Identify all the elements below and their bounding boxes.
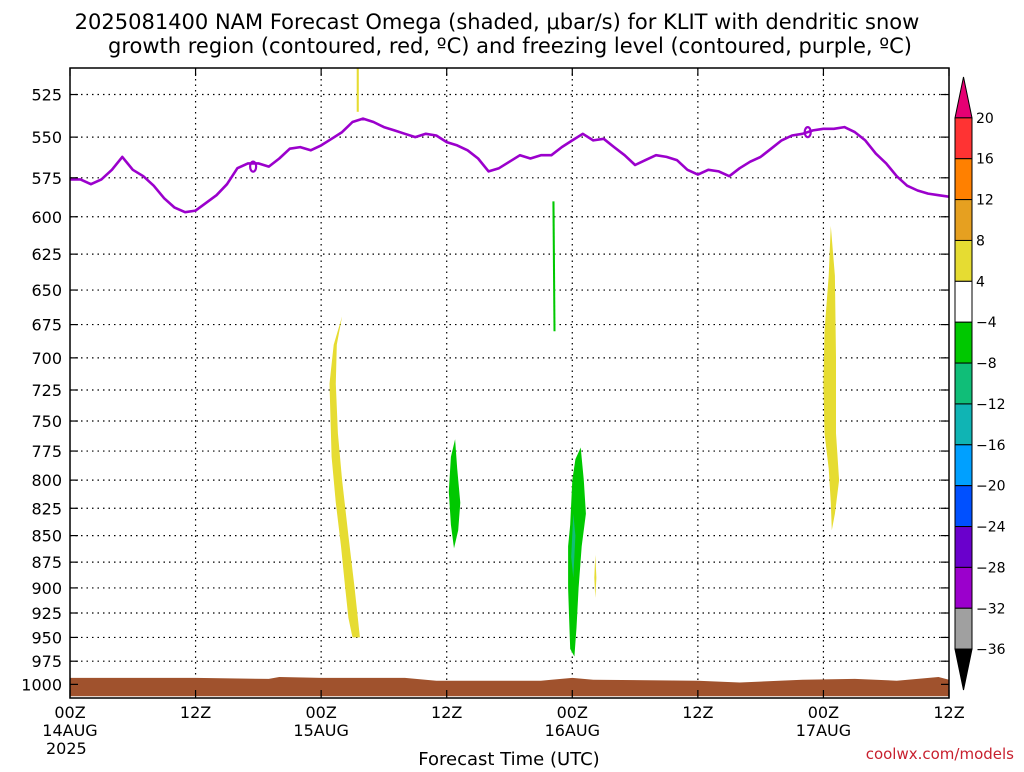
source-credit: coolwx.com/models (866, 745, 1014, 763)
freezing-level-line (70, 117, 949, 214)
y-tick-label: 875 (31, 553, 62, 572)
colorbar-tick-label: −4 (976, 315, 997, 331)
y-tick-label: 925 (31, 604, 62, 623)
omega-region (552, 201, 556, 332)
colorbar-segment (954, 607, 973, 650)
y-tick-label: 525 (31, 86, 62, 105)
colorbar-segment (954, 239, 973, 282)
x-tick-year-label: 2025 (46, 739, 87, 758)
x-tick-label: 12Z (682, 703, 713, 722)
colorbar-segment (954, 199, 973, 241)
colorbar-tick-label: 4 (976, 274, 985, 290)
colorbar-tick-label: −36 (976, 642, 1006, 658)
colorbar-segment (954, 485, 973, 528)
plot-frame (69, 67, 950, 699)
y-tick-label: 600 (31, 208, 62, 227)
colorbar-tick-label: 16 (976, 152, 994, 168)
omega-shaded-regions (329, 68, 840, 657)
y-axis: 525 550 575 600 625 650 675 700 725 750 775 800 825 8… (21, 86, 949, 694)
x-tick-label: 00Z (557, 703, 588, 722)
colorbar-tick-label: −28 (976, 560, 1006, 576)
colorbar-tick-label: −8 (976, 356, 997, 372)
x-tick-label: 12Z (933, 703, 964, 722)
freezing-level-loop (249, 160, 258, 173)
x-tick-label: 12Z (180, 703, 211, 722)
y-tick-label: 975 (31, 652, 62, 671)
y-tick-label: 750 (31, 412, 62, 431)
chart-title-line1: 2025081400 NAM Forecast Omega (shaded, μ… (75, 10, 920, 34)
x-tick-date-label: 17AUG (796, 721, 851, 740)
y-tick-label: 800 (31, 471, 62, 490)
y-tick-label: 575 (31, 169, 62, 188)
y-tick-label: 550 (31, 128, 62, 147)
x-tick-label: 12Z (431, 703, 462, 722)
omega-region (448, 439, 461, 549)
x-tick-label: 00Z (54, 703, 85, 722)
colorbar-tick-label: 20 (976, 111, 994, 127)
colorbar-tick-label: 12 (976, 193, 994, 209)
y-tick-label: 775 (31, 442, 62, 461)
x-tick-date-label: 15AUG (293, 721, 348, 740)
colorbar-segment (954, 158, 973, 201)
y-tick-label: 950 (31, 628, 62, 647)
omega-region (329, 316, 360, 638)
colorbar-bottom-arrow (954, 648, 973, 691)
omega-region (594, 554, 597, 598)
colorbar-top-arrow (954, 76, 973, 119)
colorbar-tick-label: −12 (976, 397, 1006, 413)
x-tick-date-label: 16AUG (545, 721, 600, 740)
y-tick-label: 1000 (21, 675, 62, 694)
y-tick-label: 675 (31, 316, 62, 335)
colorbar-segment (954, 280, 973, 323)
colorbar-segment (954, 117, 973, 160)
colorbar-segment (954, 566, 973, 609)
y-tick-label: 900 (31, 579, 62, 598)
x-tick-date-label: 14AUG (42, 721, 97, 740)
terrain-fill (70, 677, 949, 697)
colorbar-segment (954, 444, 973, 487)
colorbar-segment (954, 403, 973, 446)
chart-title-line2: growth region (contoured, red, ºC) and f… (108, 34, 912, 58)
omega-region (568, 447, 586, 657)
colorbar-tick-label: 8 (976, 233, 985, 249)
y-tick-label: 725 (31, 381, 62, 400)
omega-region (571, 513, 576, 578)
freezing-level-loop (803, 126, 812, 139)
y-tick-label: 625 (31, 245, 62, 264)
colorbar-tick-label: −20 (976, 479, 1006, 495)
omega-colorbar: 20 16 12 8 4 −4 −8 −12 −16 −20 −24 −28 −32 −36 (954, 76, 1006, 691)
y-tick-label: 850 (31, 527, 62, 546)
colorbar-segment (954, 526, 973, 568)
colorbar-tick-label: −24 (976, 520, 1006, 536)
colorbar-tick-label: −32 (976, 601, 1006, 617)
omega-region (823, 225, 840, 531)
omega-region (356, 68, 359, 112)
y-tick-label: 700 (31, 349, 62, 368)
grid (70, 68, 949, 698)
colorbar-segment (954, 362, 973, 405)
terrain-layer (70, 677, 949, 697)
colorbar-tick-label: −16 (976, 438, 1006, 454)
freezing-level-layer (70, 117, 949, 214)
x-tick-label: 00Z (808, 703, 839, 722)
y-tick-label: 650 (31, 281, 62, 300)
x-axis-title: Forecast Time (UTC) (418, 749, 599, 768)
y-tick-label: 825 (31, 499, 62, 518)
x-tick-label: 00Z (305, 703, 336, 722)
colorbar-segment (954, 321, 973, 364)
